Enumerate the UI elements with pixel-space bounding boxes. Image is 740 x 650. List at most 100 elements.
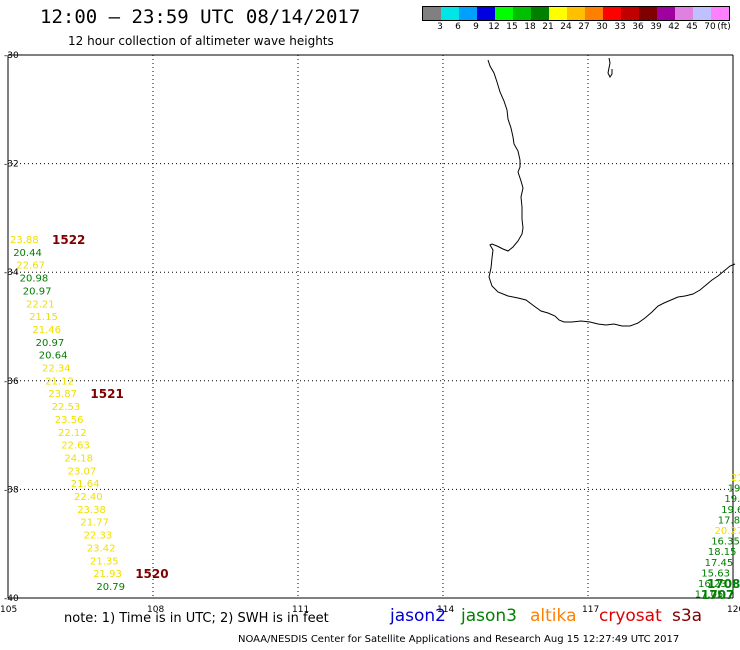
satellite-legend-jason2: jason2 [390, 606, 446, 626]
satellite-legend-altika: altika [530, 606, 577, 626]
lat-tick-label: -36 [4, 377, 19, 387]
wave-height-value: 23.42 [87, 543, 116, 554]
wave-height-value: 18.15 [708, 547, 737, 558]
colorbar-swatch [603, 7, 621, 20]
lon-tick-label: 108 [147, 605, 164, 615]
wave-height-value: 22.33 [84, 531, 113, 542]
wave-height-value: 22.40 [74, 492, 103, 503]
colorbar-label: 45 [686, 22, 698, 32]
wave-height-value: 23.88 [10, 235, 39, 246]
pass-time-label: 1707 [701, 588, 734, 602]
lon-tick-label: 105 [0, 605, 17, 615]
colorbar-legend [422, 6, 730, 21]
colorbar-swatch [513, 7, 531, 20]
colorbar-label: 36 [632, 22, 644, 32]
colorbar-label: 21 [542, 22, 554, 32]
wave-height-value: 20.97 [23, 286, 52, 297]
colorbar-swatch [639, 7, 657, 20]
wave-height-value: 20.27 [715, 526, 740, 537]
lon-tick-label: 111 [292, 605, 309, 615]
lon-tick-label: 114 [437, 605, 454, 615]
wave-height-value: 16.23 [698, 579, 727, 590]
wave-height-value: 21.46 [32, 325, 61, 336]
colorbar-label: 12 [488, 22, 500, 32]
pass-time-label: 1521 [90, 387, 123, 401]
colorbar-label: 39 [650, 22, 662, 32]
colorbar-swatch [621, 7, 639, 20]
colorbar-swatch [495, 7, 513, 20]
wave-height-value: 22.21 [26, 299, 55, 310]
colorbar-swatch [711, 7, 729, 20]
colorbar-label: 30 [596, 22, 608, 32]
colorbar-label: 15 [506, 22, 518, 32]
lon-tick-label: 117 [582, 605, 599, 615]
wave-height-value: 21.35 [90, 556, 119, 567]
colorbar-label: 9 [473, 22, 479, 32]
lat-tick-label: -40 [4, 594, 19, 604]
wave-height-value: 20.98 [20, 274, 49, 285]
page-subtitle: 12 hour collection of altimeter wave hei… [68, 34, 334, 48]
wave-height-value: 22.67 [16, 261, 45, 272]
colorbar-label: 24 [560, 22, 572, 32]
wave-height-value: 17.05 [695, 590, 724, 601]
wave-height-value: 22.63 [61, 441, 90, 452]
wave-height-value: 19.3 [724, 494, 740, 505]
wave-height-value: 24.18 [64, 453, 93, 464]
coastline-gulf-fragment [607, 57, 613, 78]
axis-tick-labels: 105 108 111 114 117 120 -30 -32 -34 -36 -38 -40 [0, 51, 740, 615]
wave-height-value: 17.86 [718, 515, 740, 526]
footer-note: note: 1) Time is in UTC; 2) SWH is in fe… [64, 611, 329, 626]
colorbar-swatch [585, 7, 603, 20]
colorbar-swatch [693, 7, 711, 20]
wave-height-value: 23.07 [68, 466, 97, 477]
lon-tick-label: 120 [727, 605, 740, 615]
wave-height-value: 21 [731, 473, 740, 484]
wave-height-value: 17.45 [705, 558, 734, 569]
colorbar-swatch [477, 7, 495, 20]
lat-lon-grid [7, 54, 734, 599]
colorbar-label: 42 [668, 22, 680, 32]
colorbar-swatch [657, 7, 675, 20]
satellite-legend-jason3: jason3 [461, 606, 517, 626]
wave-height-value: 23.87 [48, 389, 77, 400]
wave-height-value: 23.38 [77, 505, 106, 516]
colorbar-swatch [567, 7, 585, 20]
colorbar-label: 18 [524, 22, 536, 32]
colorbar-label: 33 [614, 22, 626, 32]
wave-height-value: 20.64 [39, 351, 68, 362]
lat-tick-label: -32 [4, 160, 19, 170]
lat-tick-label: -34 [4, 268, 19, 278]
lat-tick-label: -38 [4, 485, 19, 495]
footer-credit: NOAA/NESDIS Center for Satellite Applica… [238, 634, 680, 645]
colorbar-swatch [675, 7, 693, 20]
wave-height-value: 20.79 [96, 582, 125, 593]
wave-height-value: 22.53 [52, 402, 81, 413]
lat-tick-label: -30 [4, 51, 19, 61]
wave-height-value: 19. [728, 484, 740, 495]
wave-height-value: 20.97 [36, 338, 65, 349]
wave-height-value: 21.64 [71, 479, 100, 490]
satellite-legend-cryosat: cryosat [599, 606, 662, 626]
pass-time-label: 1520 [135, 567, 168, 581]
wave-height-value: 21.93 [93, 569, 122, 580]
colorbar-label: 3 [437, 22, 443, 32]
wave-height-value: 20.44 [13, 248, 42, 259]
altimeter-track-west: 23.8820.4422.6720.9820.9722.2121.1521.46… [10, 233, 169, 593]
wave-height-value: 16.35 [711, 537, 740, 548]
colorbar-label: 6 [455, 22, 461, 32]
colorbar-swatch [459, 7, 477, 20]
colorbar-label: 27 [578, 22, 590, 32]
colorbar-swatch [423, 7, 441, 20]
page-title: 12:00 – 23:59 UTC 08/14/2017 [40, 6, 361, 28]
wave-height-value: 22.34 [42, 364, 71, 375]
satellite-legend-s3a: s3a [672, 606, 703, 626]
colorbar-swatch [531, 7, 549, 20]
wave-height-value: 21.77 [80, 518, 109, 529]
wave-height-value: 15.63 [701, 568, 730, 579]
colorbar-swatch [549, 7, 567, 20]
wave-height-value: 22.12 [58, 428, 87, 439]
altimeter-track-east: 2119.19.319.6517.8620.2716.3518.1517.451… [695, 473, 740, 602]
wave-height-value: 21.15 [29, 312, 58, 323]
colorbar-label: 70 [704, 22, 716, 32]
